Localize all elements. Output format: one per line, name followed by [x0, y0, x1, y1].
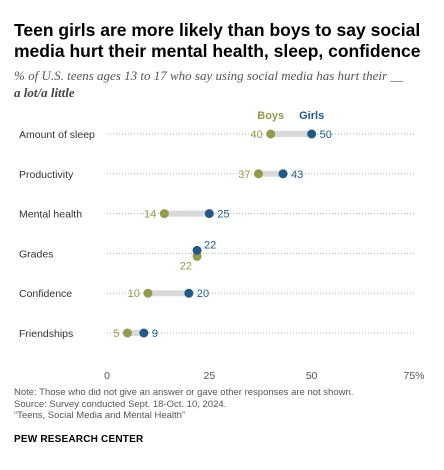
x-tick-label: 75%: [403, 370, 424, 382]
x-tick-label: 25: [203, 370, 215, 382]
chart-title: Teen girls are more likely than boys to …: [14, 20, 421, 61]
boys-dot: [159, 209, 169, 219]
category-label: Friendships: [19, 328, 73, 340]
category-label: Confidence: [19, 288, 72, 300]
boys-dot: [266, 129, 276, 139]
boys-value-label: 5: [113, 328, 119, 340]
category-label: Amount of sleep: [19, 129, 95, 141]
chart-subtitle: % of U.S. teens ages 13 to 17 who say us…: [14, 67, 434, 101]
note-line: Note: Those who did not give an answer o…: [14, 387, 354, 398]
legend-girls: Girls: [299, 110, 324, 122]
girls-dot: [278, 169, 288, 179]
x-tick-label: 50: [306, 370, 318, 382]
girls-dot: [204, 209, 214, 219]
boys-value-label: 40: [250, 129, 262, 141]
girls-value-label: 50: [320, 129, 332, 141]
subtitle-text: % of U.S. teens ages 13 to 17 who say us…: [14, 68, 404, 83]
girls-value-label: 20: [197, 288, 209, 300]
boys-dot: [253, 169, 263, 179]
brand-logo-text: PEW RESEARCH CENTER: [14, 434, 144, 445]
girls-value-label: 9: [152, 328, 158, 340]
girls-value-label: 22: [204, 239, 216, 251]
girls-value-label: 25: [217, 209, 229, 221]
source-line: Source: Survey conducted Sept. 18-Oct. 1…: [14, 398, 227, 410]
boys-value-label: 10: [128, 288, 140, 300]
subtitle-emphasis: a lot/a little: [14, 85, 75, 100]
x-tick-label: 0: [104, 370, 110, 382]
boys-value-label: 37: [238, 169, 250, 181]
boys-value-label: 22: [180, 260, 192, 272]
girls-dot: [184, 288, 194, 298]
boys-value-label: 14: [144, 209, 156, 221]
category-label: Mental health: [19, 209, 82, 221]
boys-dot: [143, 288, 153, 298]
chart-notes: Note: Those who did not give an answer o…: [14, 387, 434, 422]
report-title-line: “Teens, Social Media and Mental Health”: [14, 410, 186, 421]
girls-dot: [192, 245, 202, 255]
boys-dot: [122, 328, 132, 338]
category-label: Productivity: [19, 169, 74, 181]
girls-dot: [139, 328, 149, 338]
girls-value-label: 43: [291, 169, 303, 181]
girls-dot: [307, 129, 317, 139]
category-label: Grades: [19, 248, 53, 260]
legend-boys: Boys: [257, 110, 284, 122]
